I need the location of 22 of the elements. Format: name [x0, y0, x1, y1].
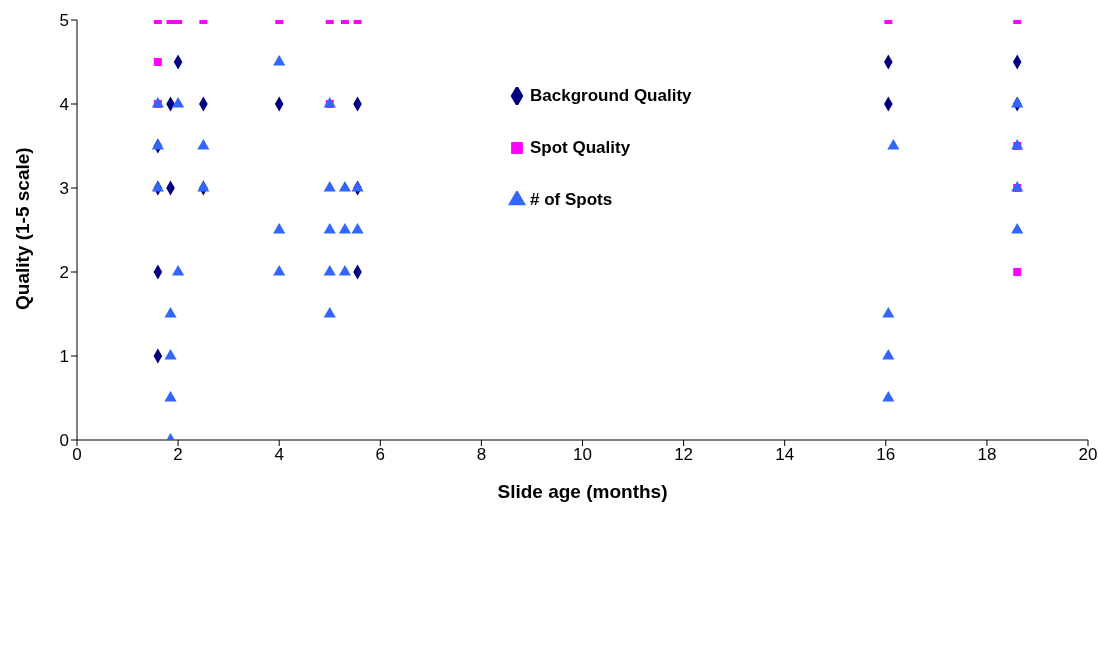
x-tick-label: 6	[375, 445, 386, 465]
y-tick-label: 4	[59, 95, 69, 115]
x-tick-label: 16	[876, 445, 896, 465]
y-tick-label: 1	[59, 347, 69, 367]
x-tick-label: 14	[775, 445, 795, 465]
y-tick-label: 3	[59, 179, 69, 199]
legend-label: # of Spots	[530, 190, 613, 210]
x-tick-label: 12	[674, 445, 694, 465]
x-tick-label: 10	[573, 445, 592, 465]
x-tick-label: 0	[72, 445, 82, 465]
y-tick-label: 5	[59, 11, 69, 31]
x-tick-label: 18	[977, 445, 997, 465]
x-tick-label: 2	[173, 445, 183, 465]
y-tick-label: 2	[59, 263, 69, 283]
y-axis-title: Quality (1-5 scale)	[11, 147, 33, 310]
y-tick-label: 0	[59, 431, 69, 451]
x-tick-label: 20	[1078, 445, 1098, 465]
x-tick-label: 4	[274, 445, 284, 465]
x-tick-label: 8	[476, 445, 487, 465]
legend-label: Spot Quality	[530, 138, 631, 158]
legend-label: Background Quality	[530, 86, 692, 106]
x-axis-title: Slide age (months)	[497, 481, 668, 502]
